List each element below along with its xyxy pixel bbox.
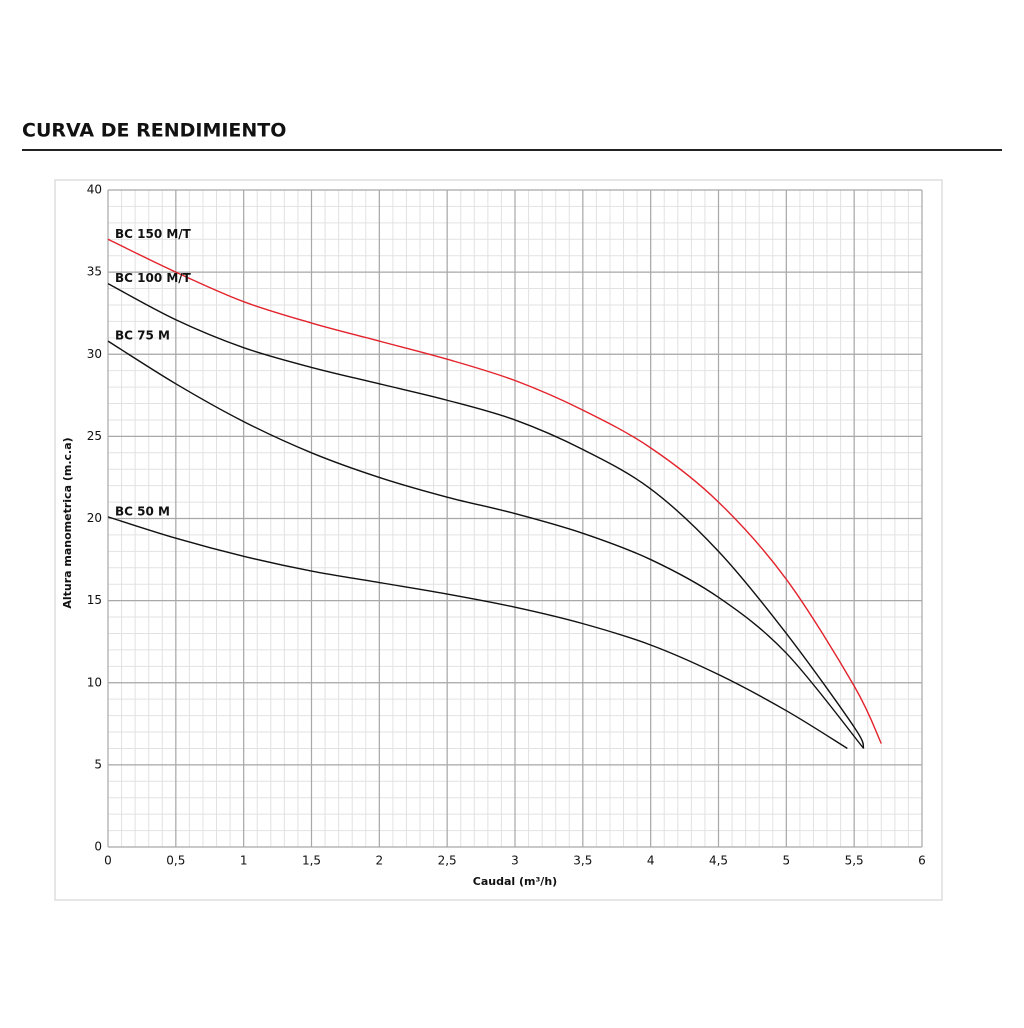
x-tick-label: 5 (783, 854, 791, 868)
x-tick-label: 5,5 (845, 854, 864, 868)
x-tick-label: 1,5 (302, 854, 321, 868)
chart-title: CURVA DE RENDIMIENTO (22, 120, 286, 142)
y-tick-label: 15 (87, 593, 102, 607)
series-label: BC 100 M/T (115, 271, 192, 285)
series-line (107, 340, 865, 749)
x-tick-label: 0 (104, 854, 112, 868)
series-line (107, 516, 848, 750)
chart-frame (54, 179, 943, 901)
y-tick-label: 25 (87, 429, 102, 443)
x-tick-label: 3,5 (573, 854, 592, 868)
series-label: BC 150 M/T (115, 227, 192, 241)
series-label: BC 75 M (115, 329, 170, 343)
x-tick-label: 4,5 (709, 854, 728, 868)
x-tick-label: 3 (511, 854, 519, 868)
y-tick-label: 20 (87, 511, 102, 525)
y-tick-label: 0 (94, 840, 102, 854)
x-axis-label: Caudal (m³/h) (473, 875, 557, 888)
x-tick-label: 0,5 (166, 854, 185, 868)
y-tick-label: 35 (87, 265, 102, 279)
x-tick-label: 4 (647, 854, 655, 868)
y-tick-label: 10 (87, 675, 102, 689)
y-tick-label: 5 (94, 757, 102, 771)
x-tick-label: 2 (376, 854, 384, 868)
series-line (107, 238, 882, 744)
y-tick-label: 40 (87, 183, 102, 197)
x-tick-label: 1 (240, 854, 248, 868)
x-tick-label: 6 (918, 854, 926, 868)
series-label: BC 50 M (115, 504, 170, 518)
y-tick-label: 30 (87, 347, 102, 361)
y-axis-label: Altura manometrica (m.c.a) (61, 437, 74, 608)
x-tick-label: 2,5 (438, 854, 457, 868)
series-line (107, 283, 865, 749)
